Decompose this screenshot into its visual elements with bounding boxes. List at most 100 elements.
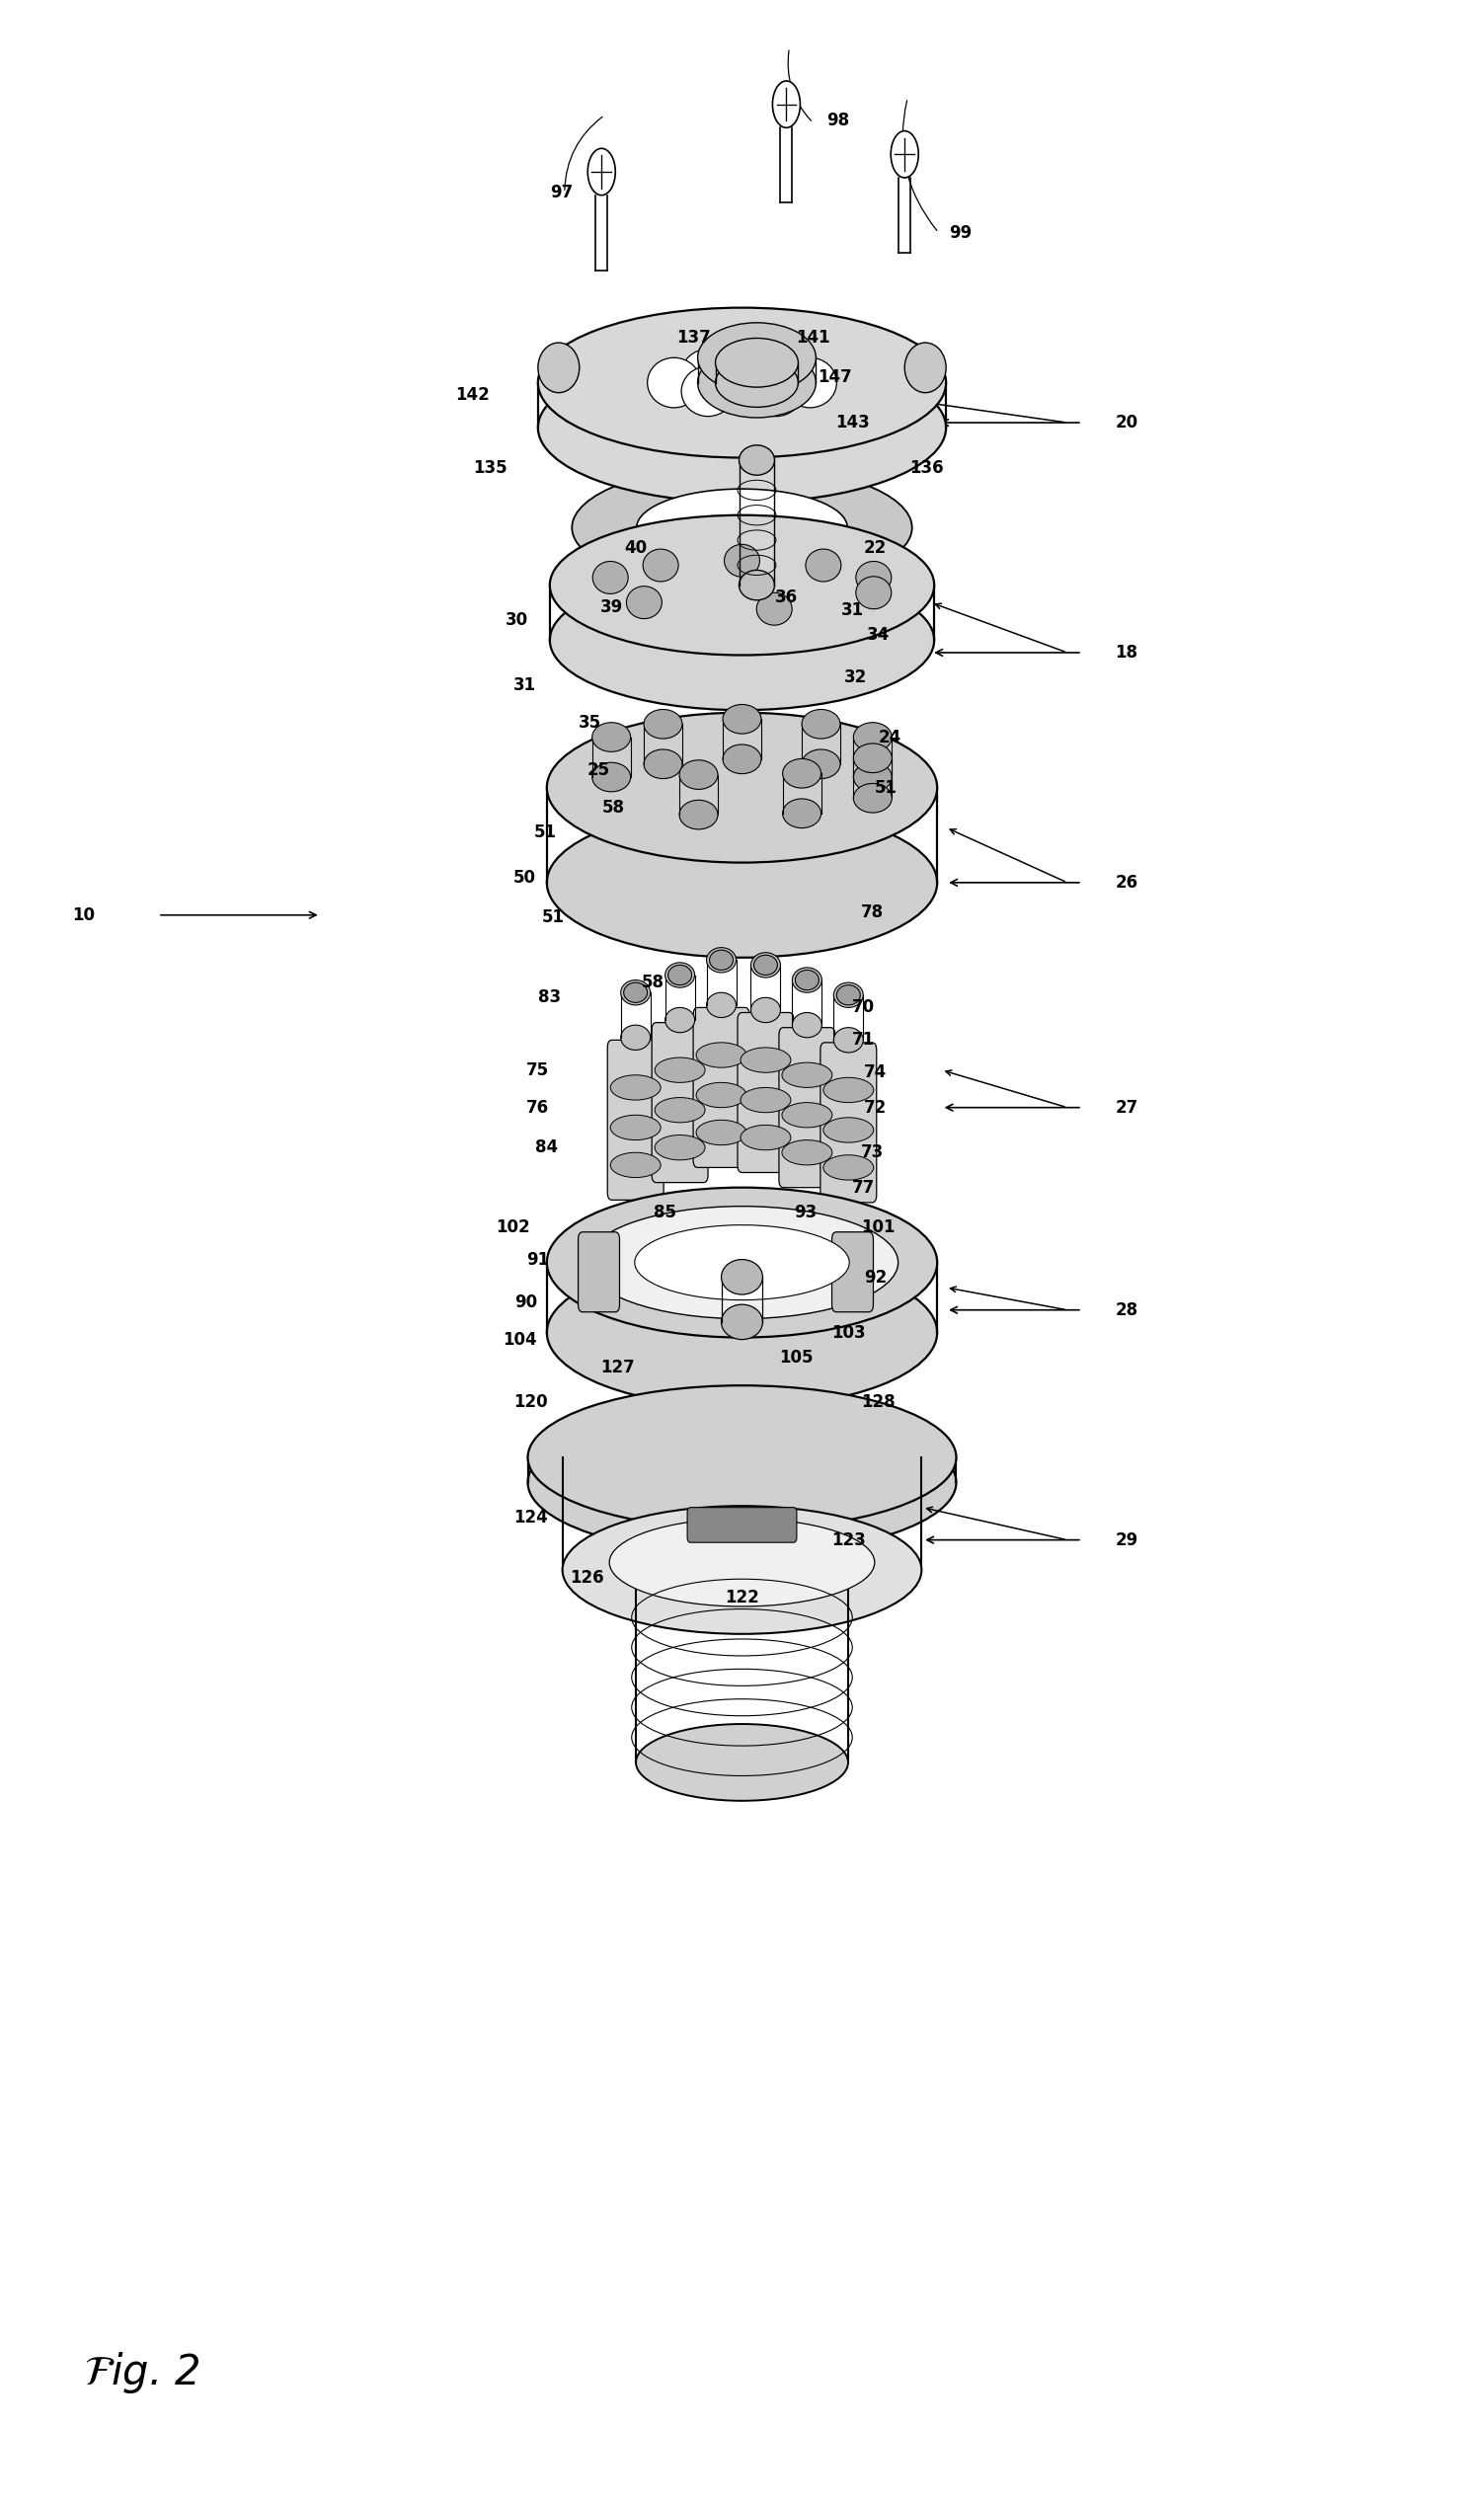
Text: 137: 137 (677, 328, 711, 346)
Ellipse shape (635, 1225, 849, 1300)
Ellipse shape (562, 1506, 922, 1633)
Ellipse shape (643, 549, 678, 581)
Circle shape (588, 148, 616, 195)
Ellipse shape (681, 348, 735, 398)
Text: 32: 32 (844, 669, 867, 686)
Ellipse shape (751, 952, 781, 977)
FancyBboxPatch shape (693, 1007, 749, 1167)
Ellipse shape (647, 358, 700, 408)
Ellipse shape (549, 571, 935, 709)
Text: 93: 93 (794, 1202, 818, 1222)
Ellipse shape (806, 549, 841, 581)
Ellipse shape (757, 594, 792, 626)
Ellipse shape (724, 544, 760, 576)
Ellipse shape (795, 969, 819, 989)
Ellipse shape (528, 1385, 956, 1531)
Ellipse shape (853, 721, 892, 752)
Text: 28: 28 (1114, 1300, 1138, 1318)
Ellipse shape (644, 749, 683, 779)
Ellipse shape (665, 1007, 695, 1032)
Text: 20: 20 (1114, 413, 1138, 431)
Ellipse shape (739, 571, 775, 601)
Ellipse shape (644, 709, 683, 739)
Text: 30: 30 (506, 611, 528, 629)
Text: 39: 39 (601, 599, 623, 616)
Ellipse shape (739, 446, 775, 476)
Circle shape (890, 130, 919, 178)
Text: 18: 18 (1114, 644, 1138, 661)
Ellipse shape (721, 1260, 763, 1295)
Ellipse shape (782, 1062, 833, 1087)
Text: 34: 34 (867, 626, 889, 644)
Ellipse shape (610, 1115, 660, 1140)
FancyBboxPatch shape (738, 1012, 794, 1172)
Ellipse shape (801, 709, 840, 739)
Ellipse shape (665, 962, 695, 987)
Ellipse shape (654, 1097, 705, 1122)
Ellipse shape (709, 949, 733, 969)
Ellipse shape (741, 1047, 791, 1072)
Text: 103: 103 (831, 1323, 865, 1340)
Text: 70: 70 (852, 999, 874, 1017)
Ellipse shape (539, 353, 945, 504)
Ellipse shape (681, 366, 735, 416)
Text: 58: 58 (643, 974, 665, 992)
Ellipse shape (610, 1075, 660, 1100)
Ellipse shape (697, 348, 816, 418)
Ellipse shape (571, 466, 913, 591)
FancyBboxPatch shape (833, 1232, 873, 1313)
Text: 101: 101 (861, 1217, 895, 1237)
Ellipse shape (834, 982, 864, 1007)
Text: 124: 124 (513, 1508, 548, 1526)
Text: 24: 24 (879, 729, 901, 746)
Ellipse shape (668, 964, 692, 984)
Text: 97: 97 (551, 183, 573, 200)
Ellipse shape (824, 1117, 874, 1142)
Ellipse shape (637, 1723, 847, 1801)
Ellipse shape (853, 744, 892, 772)
FancyBboxPatch shape (821, 1042, 877, 1202)
Text: 35: 35 (579, 714, 601, 731)
Circle shape (773, 80, 800, 128)
Text: 120: 120 (513, 1393, 548, 1410)
Text: 84: 84 (536, 1140, 558, 1157)
Ellipse shape (539, 343, 579, 393)
Text: 73: 73 (861, 1145, 883, 1162)
Ellipse shape (782, 759, 821, 789)
Text: 104: 104 (503, 1330, 537, 1348)
Text: 26: 26 (1114, 874, 1138, 892)
Text: 91: 91 (527, 1250, 549, 1270)
Text: 147: 147 (818, 368, 852, 386)
Ellipse shape (592, 721, 631, 752)
Ellipse shape (680, 799, 718, 829)
Text: 143: 143 (835, 413, 870, 431)
Ellipse shape (834, 1027, 864, 1052)
Text: 135: 135 (473, 458, 508, 476)
Ellipse shape (654, 1135, 705, 1160)
Ellipse shape (696, 1042, 746, 1067)
Ellipse shape (546, 807, 938, 957)
Text: 126: 126 (570, 1568, 604, 1586)
Ellipse shape (727, 729, 816, 777)
Ellipse shape (741, 1087, 791, 1112)
Text: 128: 128 (861, 1393, 895, 1410)
Ellipse shape (749, 348, 803, 398)
Ellipse shape (856, 561, 892, 594)
Ellipse shape (620, 979, 650, 1005)
Text: 10: 10 (73, 907, 95, 924)
Ellipse shape (623, 982, 647, 1002)
Text: 27: 27 (1114, 1100, 1138, 1117)
Ellipse shape (782, 1140, 833, 1165)
Ellipse shape (549, 516, 935, 656)
Text: 72: 72 (864, 1100, 886, 1117)
Text: 141: 141 (795, 328, 830, 346)
Ellipse shape (853, 784, 892, 812)
Text: 105: 105 (779, 1348, 813, 1365)
Ellipse shape (856, 576, 892, 609)
Text: 29: 29 (1114, 1531, 1138, 1548)
Text: 71: 71 (852, 1032, 874, 1050)
Text: 77: 77 (852, 1180, 874, 1197)
Ellipse shape (637, 488, 847, 566)
Ellipse shape (837, 984, 861, 1005)
Ellipse shape (528, 1410, 956, 1556)
